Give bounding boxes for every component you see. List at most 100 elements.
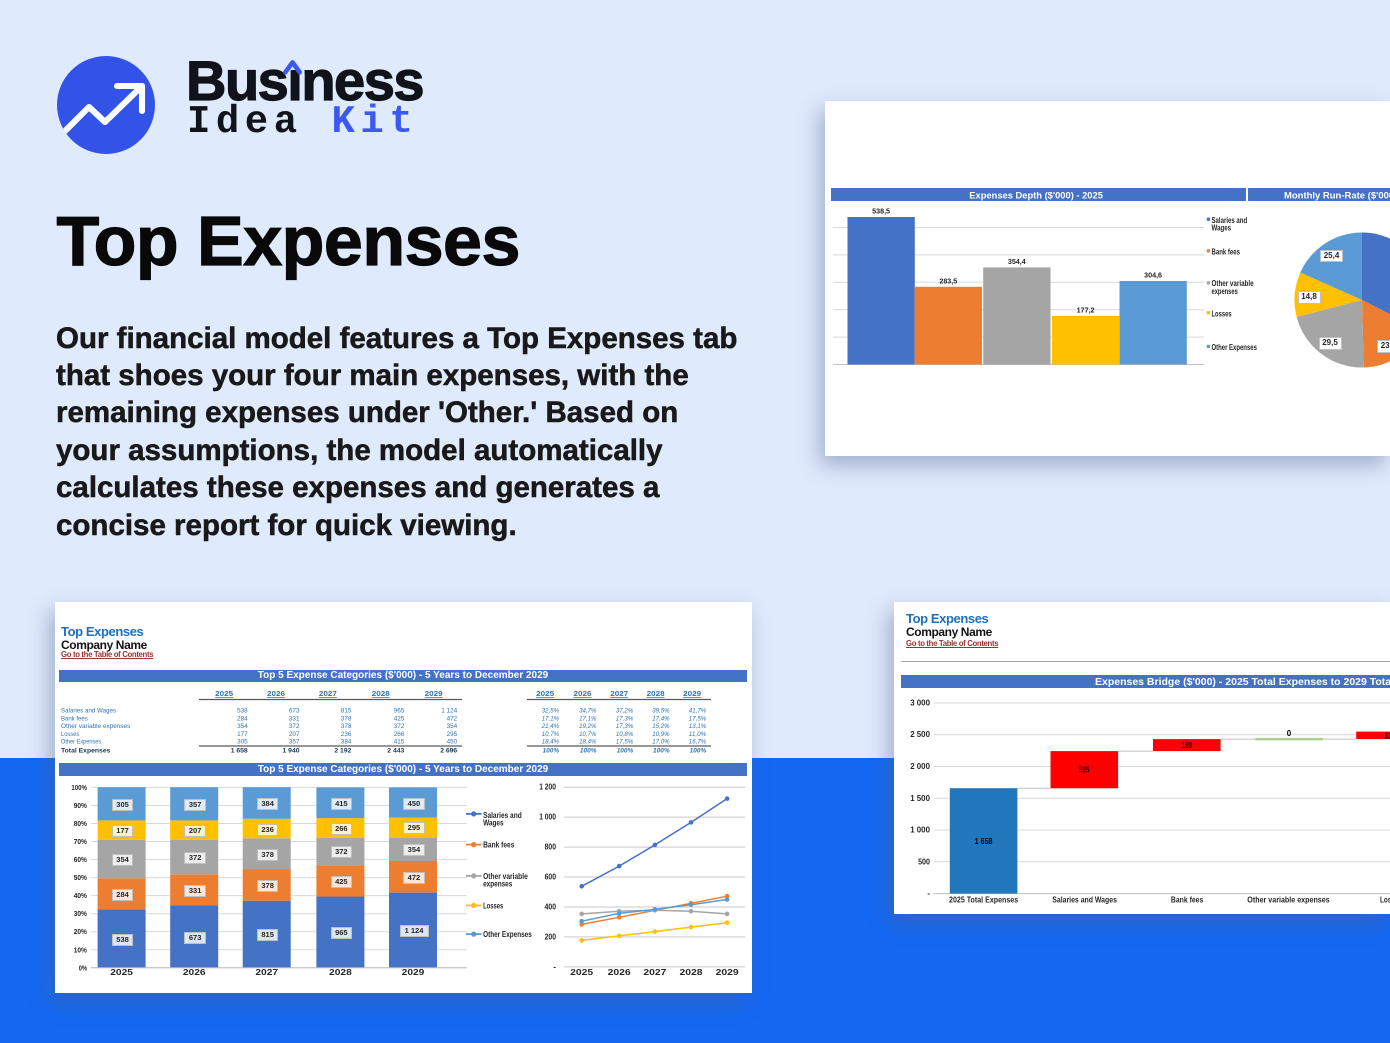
- svg-text:372: 372: [394, 723, 405, 730]
- svg-text:100%: 100%: [690, 748, 707, 755]
- svg-text:21,4%: 21,4%: [541, 723, 559, 730]
- svg-text:41,7%: 41,7%: [689, 708, 706, 715]
- svg-text:372: 372: [289, 723, 300, 730]
- svg-text:378: 378: [341, 723, 352, 730]
- svg-text:Other Expenses: Other Expenses: [61, 739, 102, 746]
- svg-text:70%: 70%: [74, 839, 88, 846]
- svg-text:18,4%: 18,4%: [542, 739, 559, 746]
- svg-text:331: 331: [289, 715, 300, 722]
- svg-text:Salaries and Wages: Salaries and Wages: [61, 708, 117, 715]
- svg-text:100%: 100%: [617, 748, 634, 755]
- svg-text:2 696: 2 696: [440, 748, 457, 755]
- svg-text:Other variable: Other variable: [483, 872, 528, 881]
- svg-text:10,7%: 10,7%: [542, 731, 559, 738]
- svg-text:2 500: 2 500: [910, 730, 930, 739]
- svg-text:2 443: 2 443: [387, 748, 404, 755]
- svg-text:Bank fees: Bank fees: [1171, 896, 1204, 905]
- svg-text:2026: 2026: [608, 968, 632, 977]
- svg-text:Expenses Bridge ($'000) - 2025: Expenses Bridge ($'000) - 2025 Total Exp…: [1095, 676, 1390, 688]
- svg-text:17,1%: 17,1%: [579, 715, 596, 722]
- svg-text:Wages: Wages: [1212, 224, 1232, 233]
- svg-text:100%: 100%: [580, 748, 597, 755]
- svg-text:2025: 2025: [110, 968, 133, 977]
- svg-text:17,1%: 17,1%: [542, 715, 559, 722]
- svg-text:expenses: expenses: [483, 880, 513, 889]
- svg-text:305: 305: [237, 739, 248, 746]
- svg-text:-: -: [553, 962, 556, 971]
- svg-text:80%: 80%: [74, 821, 88, 828]
- svg-text:Monthly Run-Rate ($'000) - 202: Monthly Run-Rate ($'000) - 2025: [1284, 191, 1390, 202]
- svg-text:1 658: 1 658: [231, 748, 248, 755]
- svg-text:expenses: expenses: [1212, 287, 1239, 296]
- svg-text:500: 500: [918, 857, 930, 866]
- svg-text:100%: 100%: [653, 748, 670, 755]
- svg-text:354,4: 354,4: [1008, 259, 1026, 266]
- svg-text:965: 965: [394, 708, 405, 715]
- svg-text:Bank fees: Bank fees: [61, 715, 88, 722]
- svg-text:472: 472: [447, 715, 458, 722]
- svg-text:19,2%: 19,2%: [579, 723, 596, 730]
- svg-text:2029: 2029: [716, 968, 740, 977]
- svg-text:17,0%: 17,0%: [652, 739, 669, 746]
- svg-text:538,5: 538,5: [872, 208, 890, 215]
- svg-text:2025 Total Expenses: 2025 Total Expenses: [949, 896, 1019, 905]
- svg-text:1 000: 1 000: [539, 813, 556, 822]
- svg-text:2027: 2027: [643, 968, 667, 977]
- svg-text:1 500: 1 500: [910, 794, 930, 803]
- svg-text:Wages: Wages: [483, 818, 504, 827]
- svg-text:60%: 60%: [74, 857, 88, 864]
- svg-text:90%: 90%: [74, 803, 88, 810]
- svg-text:415: 415: [394, 739, 405, 746]
- svg-text:Expenses Depth ($'000) - 2025: Expenses Depth ($'000) - 2025: [969, 191, 1103, 202]
- svg-text:20%: 20%: [74, 929, 88, 936]
- svg-text:Other Expenses: Other Expenses: [1212, 343, 1258, 352]
- svg-text:18,4%: 18,4%: [579, 739, 596, 746]
- svg-text:189: 189: [1182, 741, 1193, 750]
- svg-text:40%: 40%: [74, 893, 88, 900]
- svg-text:2029: 2029: [402, 968, 425, 977]
- svg-text:2 000: 2 000: [910, 762, 930, 771]
- svg-text:284: 284: [237, 715, 248, 722]
- svg-text:236: 236: [341, 731, 352, 738]
- svg-text:3 000: 3 000: [910, 698, 930, 707]
- svg-text:Losses: Losses: [1212, 309, 1232, 318]
- svg-text:283,5: 283,5: [939, 278, 957, 285]
- svg-text:10,7%: 10,7%: [579, 731, 596, 738]
- svg-text:Other variable: Other variable: [1212, 279, 1255, 288]
- svg-text:400: 400: [545, 903, 557, 912]
- svg-text:0: 0: [1287, 729, 1292, 738]
- svg-text:Losses: Losses: [61, 731, 80, 738]
- svg-text:2029: 2029: [425, 689, 443, 698]
- svg-text:450: 450: [447, 739, 458, 746]
- svg-text:200: 200: [545, 932, 557, 941]
- svg-text:50%: 50%: [74, 875, 88, 882]
- svg-text:Salaries and: Salaries and: [1212, 216, 1248, 225]
- svg-text:32,5%: 32,5%: [542, 708, 559, 715]
- svg-text:2027: 2027: [319, 689, 337, 698]
- svg-text:378: 378: [341, 715, 352, 722]
- svg-text:-: -: [927, 889, 930, 898]
- svg-text:17,5%: 17,5%: [689, 715, 706, 722]
- svg-text:Total Expenses: Total Expenses: [61, 748, 111, 755]
- svg-text:2026: 2026: [267, 689, 285, 698]
- svg-text:354: 354: [447, 723, 458, 730]
- svg-text:207: 207: [289, 731, 300, 738]
- svg-text:34,7%: 34,7%: [579, 708, 596, 715]
- svg-text:357: 357: [289, 739, 300, 746]
- svg-text:1 940: 1 940: [283, 748, 300, 755]
- svg-text:118: 118: [1385, 731, 1390, 740]
- svg-text:2025: 2025: [570, 968, 594, 977]
- svg-text:10,8%: 10,8%: [616, 731, 633, 738]
- svg-text:13,1%: 13,1%: [689, 723, 706, 730]
- svg-text:1 124: 1 124: [441, 708, 457, 715]
- svg-text:Bank fees: Bank fees: [483, 841, 515, 850]
- svg-text:177,2: 177,2: [1077, 307, 1095, 314]
- svg-text:800: 800: [545, 843, 557, 852]
- svg-text:295: 295: [447, 731, 458, 738]
- svg-text:0%: 0%: [79, 965, 88, 972]
- svg-text:Salaries and: Salaries and: [483, 811, 522, 820]
- svg-text:2 192: 2 192: [334, 748, 351, 755]
- svg-text:30%: 30%: [74, 911, 88, 918]
- svg-text:2028: 2028: [329, 968, 352, 977]
- svg-text:Salaries and Wages: Salaries and Wages: [1052, 896, 1117, 905]
